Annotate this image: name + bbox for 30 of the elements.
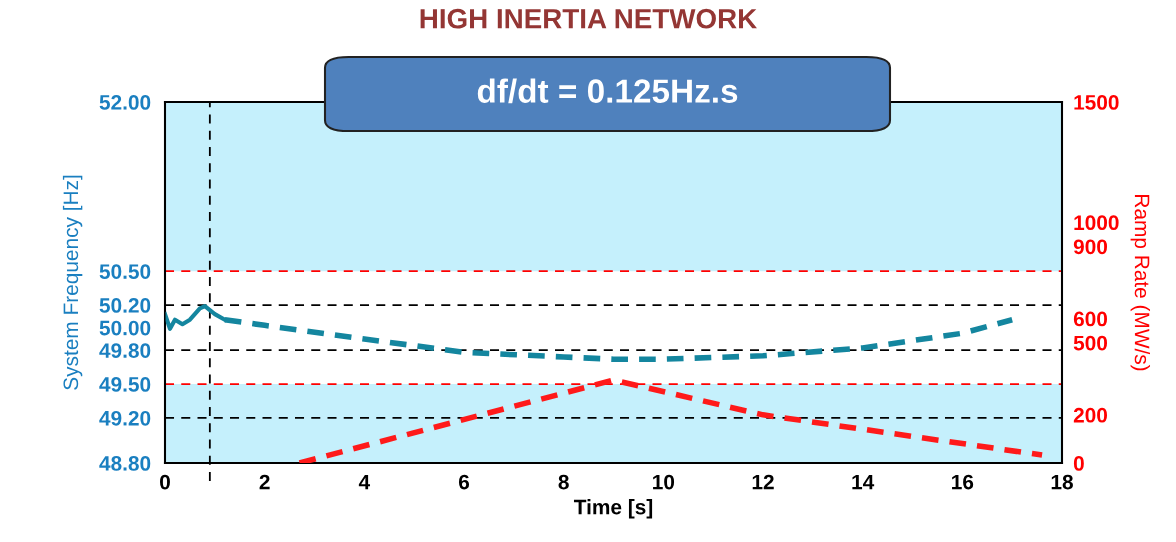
y2-tick-label: 600 (1073, 311, 1108, 327)
y2-tick-label: 0 (1073, 456, 1084, 471)
x-axis-title: Time [s] (573, 499, 653, 519)
x-tick-label: 14 (852, 474, 875, 490)
x-tick-label: 4 (358, 474, 371, 490)
x-tick-label: 8 (558, 474, 569, 490)
y2-tick-label: 500 (1073, 335, 1108, 351)
y2-tick-label: 1000 (1074, 215, 1119, 231)
y-tick-label: 50.50 (99, 264, 151, 279)
y-tick-label: 49.20 (99, 410, 151, 426)
x-tick-label: 6 (458, 474, 470, 490)
x-tick-label: 10 (653, 474, 675, 490)
x-tick-label: 0 (160, 474, 170, 490)
y-tick-label: 50.00 (99, 320, 151, 336)
y2-tick-label: 200 (1073, 407, 1108, 423)
chart-title: HIGH INERTIA NETWORK (420, 8, 757, 29)
x-tick-label: 2 (259, 474, 270, 490)
y-tick-label: 48.80 (99, 456, 151, 471)
x-tick-label: 16 (952, 474, 974, 490)
y2-axis-title: Ramp Rate (MW/s) (1130, 195, 1151, 371)
y-tick-label: 52.00 (99, 95, 151, 110)
y2-tick-label: 1500 (1074, 95, 1119, 110)
y-tick-label: 49.50 (99, 377, 151, 392)
y2-tick-label: 900 (1073, 239, 1108, 255)
y-axis-title: System Frequency [Hz] (62, 175, 83, 390)
x-tick-label: 18 (1051, 474, 1073, 490)
x-tick-label: 12 (752, 474, 774, 490)
y-tick-label: 50.20 (99, 298, 151, 313)
y-tick-label: 49.80 (99, 343, 151, 358)
annotation: df/dt = 0.125Hz.s (477, 78, 738, 104)
